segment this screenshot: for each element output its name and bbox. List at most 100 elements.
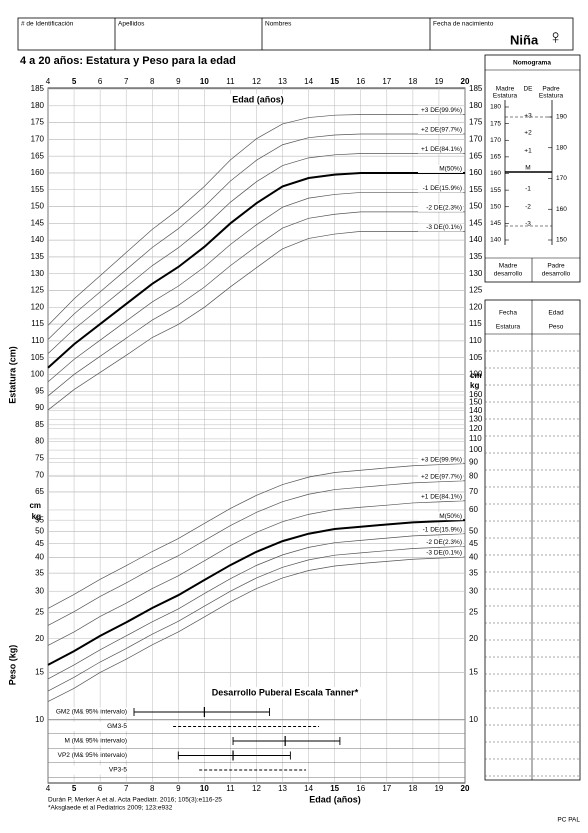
nomogram-footer: Padre (547, 263, 565, 270)
y-tick-label: 20 (35, 634, 44, 643)
x-tick-label: 18 (408, 784, 417, 793)
table-header: Fecha (499, 310, 517, 317)
y-tick-label: 125 (31, 286, 45, 295)
y2-tick-label: 115 (469, 319, 482, 328)
y2-tick-label: 140 (469, 406, 483, 415)
chart-title: Desarrollo Puberal Escala Tanner* (212, 687, 359, 697)
nomogram-header: Madre (496, 86, 515, 93)
y2-tick-label: 125 (469, 286, 483, 295)
y-tick-label: 160 (31, 168, 45, 177)
y-tick-label: 110 (31, 336, 44, 345)
x-tick-label: 8 (150, 77, 155, 86)
y-tick-label: 35 (35, 568, 44, 577)
series-label: -2 DE(2.3%) (426, 539, 462, 546)
header-field: Nombres (265, 21, 292, 28)
y-tick-label: 95 (35, 386, 44, 395)
series-label: +1 DE(84.1%) (421, 146, 462, 153)
y2-tick-label: 160 (469, 390, 483, 399)
y-tick-label: 145 (31, 218, 45, 227)
x-tick-label: 4 (46, 784, 51, 793)
series-label: M(50%) (439, 513, 462, 520)
y-axis-title: Peso (kg) (7, 645, 17, 686)
unit-label: kg (470, 381, 479, 390)
series-label-bg (418, 126, 463, 135)
series-line (47, 519, 466, 666)
chart-title-bg (205, 687, 365, 699)
x-axis-title: Edad (años) (309, 794, 361, 804)
x-tick-label: 10 (200, 784, 209, 793)
x-tick-label: 5 (72, 784, 77, 793)
row-label: GM3-5 (107, 723, 127, 730)
sd-label: -1 (525, 186, 531, 193)
series-label: -3 DE(0.1%) (426, 224, 462, 231)
unit-label: kg (32, 512, 41, 521)
nomogram-footer: desarrollo (494, 271, 523, 278)
series-label-bg (418, 455, 463, 464)
x-tick-label: 12 (252, 784, 261, 793)
y-tick-label: 90 (35, 403, 44, 412)
y2-tick-label: 160 (469, 168, 483, 177)
y-tick-label: 100 (31, 370, 45, 379)
y-tick-label: 45 (35, 539, 44, 548)
y-tick-label: 165 (31, 151, 45, 160)
nomogram-title: Nomograma (513, 60, 551, 67)
nomogram-tick-label: 160 (556, 206, 567, 213)
nomogram-tick-label: 155 (490, 187, 501, 194)
series-line (47, 231, 465, 411)
y2-tick-label: 145 (469, 218, 483, 227)
sd-label: -3 (525, 221, 531, 228)
y-tick-label: 185 (31, 84, 45, 93)
row-label-bg (50, 722, 128, 731)
x-tick-label: 14 (304, 784, 313, 793)
y-tick-label: 105 (31, 353, 45, 362)
y2-tick-label: 130 (469, 269, 483, 278)
series-label: +2 DE(97.7%) (421, 127, 462, 134)
page-title: 4 a 20 años: Estatura y Peso para la eda… (20, 55, 236, 67)
x-tick-label: 15 (330, 77, 339, 86)
x-tick-label: 19 (434, 784, 443, 793)
grid (47, 88, 466, 783)
x-tick-label: 9 (176, 784, 181, 793)
y-tick-label: 55 (35, 515, 44, 524)
x-axis-title: Edad (años) (232, 94, 284, 104)
y2-tick-label: 60 (469, 505, 478, 514)
reference: Durán P, Merker A et al. Acta Paediatr. … (48, 797, 222, 804)
sd-label: +2 (524, 130, 532, 137)
y-tick-label: 85 (35, 420, 44, 429)
nomogram-tick-label: 170 (556, 175, 567, 182)
header-field: Apellidos (118, 21, 145, 28)
y2-tick-label: 15 (469, 668, 478, 677)
series-label-bg (418, 525, 463, 534)
series-label-bg (418, 203, 463, 212)
nomogram-header: Estatura (539, 93, 564, 100)
x-tick-label: 16 (356, 784, 365, 793)
row-label-bg (50, 707, 128, 717)
y-tick-label: 180 (31, 101, 45, 110)
x-tick-label: 20 (461, 77, 470, 86)
table-header: Edad (548, 310, 564, 317)
series-label: +3 DE(99.9%) (421, 456, 462, 463)
x-tick-label: 14 (304, 77, 313, 86)
y2-tick-label: 175 (469, 118, 483, 127)
x-tick-label: 17 (382, 784, 391, 793)
series-line (47, 153, 465, 354)
series-label-bg (418, 538, 463, 547)
y2-tick-label: 120 (469, 424, 483, 433)
y2-tick-label: 90 (469, 458, 478, 467)
y2-tick-label: 80 (469, 471, 478, 480)
y2-tick-label: 130 (469, 414, 483, 423)
y2-tick-label: 150 (469, 202, 483, 211)
x-tick-label: 17 (382, 77, 391, 86)
series-label-bg (418, 512, 463, 521)
y-tick-label: 115 (31, 319, 44, 328)
series-line (47, 192, 465, 383)
row-label-bg (50, 736, 128, 746)
series-line (47, 533, 466, 680)
series-line (47, 556, 466, 702)
label-bg (228, 94, 288, 105)
header-box (17, 17, 574, 51)
unit-label: cm (29, 501, 41, 510)
nomogram-tick-label: 160 (490, 170, 501, 177)
x-tick-label: 5 (72, 77, 77, 86)
x-tick-label: 7 (124, 784, 129, 793)
